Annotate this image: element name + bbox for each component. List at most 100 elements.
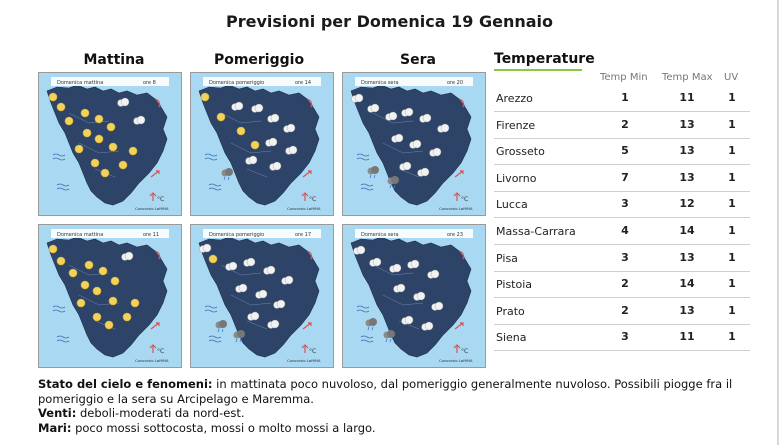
wave-icon: [360, 183, 374, 191]
temp-max-value: 13: [679, 250, 695, 264]
col-header-uv: UV: [724, 72, 739, 83]
map-credit: Consorzio LaMMA: [287, 206, 321, 211]
weather-map-morning-1[interactable]: Domenica mattina ore 8 °C Consorzio LaMMA: [38, 72, 182, 216]
wave-icon: [52, 305, 66, 313]
wave-icon: [204, 153, 218, 161]
cloud-icon: [353, 245, 366, 255]
city-name: Siena: [496, 331, 527, 345]
city-name: Pistoia: [496, 278, 533, 292]
temp-max-value: 14: [679, 224, 695, 237]
weather-map-morning-2[interactable]: Domenica mattina ore 11 °C Consorzio LaMMA: [38, 224, 182, 368]
wind-arrow-icon: [454, 170, 464, 178]
temp-min-value: 3: [621, 250, 629, 264]
cloud-icon: [399, 161, 412, 171]
map-credit: Consorzio LaMMA: [439, 206, 473, 211]
rain-cloud-icon: [383, 330, 395, 343]
city-name: Prato: [496, 304, 525, 318]
temperature-trend-icon: [301, 344, 309, 353]
sun-icon: [92, 312, 102, 322]
celsius-icon: °C: [309, 196, 316, 203]
sun-icon: [56, 102, 66, 112]
rain-cloud-icon: [215, 320, 227, 333]
cloud-icon: [285, 145, 298, 155]
sun-icon: [118, 160, 128, 170]
temperature-trend-icon: [453, 344, 461, 353]
wave-icon: [52, 153, 66, 161]
table-row: Firenze 2 13 1: [494, 112, 750, 139]
weather-map-evening-2[interactable]: Domenica sera ore 23 °C Consorzio LaMMA: [342, 224, 486, 368]
celsius-icon: °C: [157, 348, 164, 355]
map-label: Domenica mattina: [57, 80, 103, 86]
wave-icon: [204, 305, 218, 313]
sky-description: Stato del cielo e fenomeni: in mattinata…: [38, 377, 738, 406]
map-graphic: Domenica pomeriggio ore 17 °C Consorzio LaM…: [191, 225, 333, 367]
col-header-temp-max: Temp Max: [662, 72, 713, 83]
map-credit: Consorzio LaMMA: [135, 358, 169, 363]
wind-arrow-icon: [150, 170, 160, 178]
sun-icon: [68, 268, 78, 278]
temp-max-value: 14: [679, 277, 695, 291]
uv-value: 1: [728, 224, 736, 237]
sun-icon: [90, 158, 100, 168]
rain-cloud-icon: [367, 166, 379, 179]
temperature-trend-icon: [453, 192, 461, 201]
map-time: ore 8: [143, 80, 156, 86]
temperature-trend-icon: [301, 192, 309, 201]
map-time: ore 17: [295, 232, 311, 238]
page-title: Previsioni per Domenica 19 Gennaio: [226, 12, 553, 31]
sun-icon: [84, 260, 94, 270]
sun-icon: [108, 142, 118, 152]
sun-icon: [236, 126, 246, 136]
cloud-icon: [117, 97, 130, 107]
sun-icon: [100, 168, 110, 178]
temp-min-value: 2: [621, 303, 629, 317]
sun-icon: [94, 134, 104, 144]
table-row: Pistoia 2 14 1: [494, 271, 750, 299]
weather-map-afternoon-1[interactable]: Domenica pomeriggio ore 14 °C Consorzio LaM…: [190, 72, 334, 216]
temp-min-value: 7: [621, 170, 629, 184]
cloud-icon: [367, 103, 380, 113]
cloud-icon: [401, 107, 414, 117]
sun-icon: [92, 286, 102, 296]
weather-map-evening-1[interactable]: Domenica sera ore 20 °C Consorzio LaMMA: [342, 72, 486, 216]
cloud-icon: [393, 283, 406, 293]
wind-arrow-icon: [302, 170, 312, 178]
table-row: Massa-Carrara 4 14 1: [494, 218, 750, 245]
temp-min-value: 2: [621, 277, 629, 291]
map-time: ore 14: [295, 80, 311, 86]
sun-icon: [250, 140, 260, 150]
cloud-icon: [265, 137, 278, 147]
temp-max-value: 11: [679, 91, 695, 104]
wind-arrow-icon: [458, 250, 466, 260]
temperature-trend-icon: [149, 192, 157, 201]
city-name: Massa-Carrara: [496, 225, 576, 238]
map-graphic: Domenica mattina ore 8 °C Consorzio LaMMA: [39, 73, 181, 215]
cloud-icon: [419, 113, 432, 123]
map-label: Domenica sera: [361, 232, 399, 238]
sun-icon: [82, 128, 92, 138]
cloud-icon: [391, 133, 404, 143]
cloud-icon: [243, 257, 256, 267]
weather-map-afternoon-2[interactable]: Domenica pomeriggio ore 17 °C Consorzio LaM…: [190, 224, 334, 368]
cloud-icon: [385, 111, 398, 121]
temp-max-value: 13: [679, 303, 695, 317]
sun-icon: [110, 276, 120, 286]
cloud-icon: [263, 265, 276, 275]
period-pomeriggio: Pomeriggio: [213, 52, 305, 68]
sun-icon: [64, 116, 74, 126]
temp-min-value: 4: [621, 224, 629, 237]
table-row: Grosseto 5 13 1: [494, 138, 750, 166]
sun-icon: [48, 244, 58, 254]
sun-icon: [94, 114, 104, 124]
rain-cloud-icon: [365, 318, 377, 331]
cloud-icon: [251, 103, 264, 113]
map-graphic: Domenica pomeriggio ore 14 °C Consorzio LaM…: [191, 73, 333, 215]
celsius-icon: °C: [157, 196, 164, 203]
map-label: Domenica pomeriggio: [209, 80, 264, 86]
sun-icon: [200, 92, 210, 102]
wave-icon: [56, 183, 70, 191]
cloud-icon: [273, 299, 286, 309]
cloud-icon: [351, 93, 364, 103]
wave-icon: [208, 183, 222, 191]
city-name: Livorno: [496, 171, 537, 185]
